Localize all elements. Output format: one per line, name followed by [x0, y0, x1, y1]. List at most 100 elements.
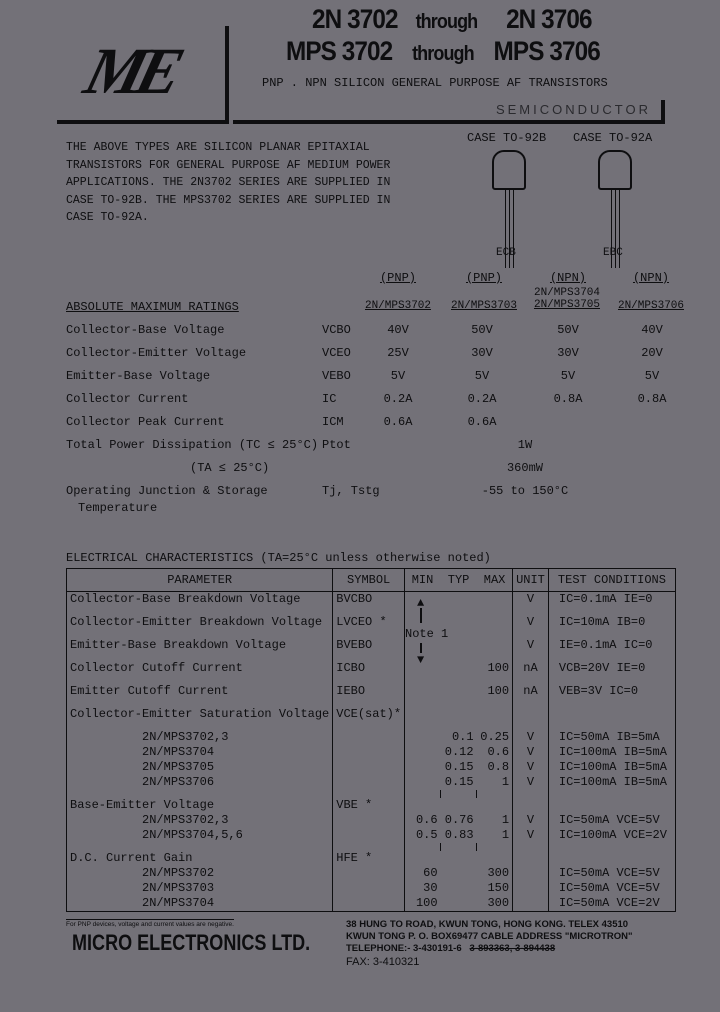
parameter-cell: 2N/MPS3702 [65, 866, 334, 881]
max-cell: 300 [476, 866, 514, 881]
symbol-cell [332, 866, 406, 881]
rating-name: Collector Peak Current [66, 415, 225, 429]
table-row: 2N/MPS3704,5,6 0.5 0.83 1 V IC=100mA VCE=2V [65, 828, 677, 843]
spacer-cell [440, 843, 478, 851]
rating-name: (TA ≤ 25°C) [190, 461, 270, 475]
min-cell [404, 591, 441, 615]
intro-line: TRANSISTORS FOR GENERAL PURPOSE AF MEDIU… [66, 158, 391, 172]
typ-cell [440, 896, 477, 912]
header-max: MAX [483, 573, 506, 587]
min-cell [404, 615, 441, 638]
symbol-cell [332, 730, 406, 745]
max-cell: 100 [476, 684, 514, 707]
min-cell [404, 760, 441, 775]
header-cell: TEST CONDITIONS [547, 568, 677, 592]
typ-cell [441, 592, 477, 616]
spacer-row [65, 790, 677, 798]
min-cell [404, 684, 441, 707]
to92b-package-icon [491, 150, 527, 268]
test-conditions-cell: IE=0.1mA IC=0 [547, 638, 677, 661]
table-row: 2N/MPS3704 100 300 IC=50mA VCE=2V [65, 896, 677, 912]
rating-value: 0.6A [383, 415, 413, 429]
typ-cell [441, 707, 477, 730]
company-logo: ME [57, 26, 229, 124]
company-name: MICRO ELECTRONICS LTD. [72, 930, 311, 955]
max-cell [476, 591, 514, 615]
parameter-cell: 2N/MPS3706 [65, 775, 334, 790]
typ-cell [441, 881, 477, 896]
rating-symbol: VEBO [322, 369, 351, 383]
symbol-cell [332, 881, 406, 896]
spacer-cell [547, 790, 677, 798]
min-cell [404, 638, 441, 661]
section-title: ELECTRICAL CHARACTERISTICS (TA=25°C unle… [66, 551, 491, 565]
rating-value: 0.2A [467, 392, 497, 406]
rating-value: 30V [471, 346, 493, 360]
unit-cell: nA [512, 661, 549, 684]
header-min: MIN [411, 573, 434, 587]
test-conditions-cell: VEB=3V IC=0 [547, 684, 677, 707]
table-row: Emitter-Base Breakdown Voltage BVEBO V IE=0… [65, 638, 677, 661]
max-cell: 0.8 [476, 760, 514, 775]
rating-symbol: ICM [322, 415, 344, 429]
rating-value: 40V [641, 323, 663, 337]
min-cell [404, 851, 441, 866]
column-type: 2N/MPS3703 [450, 300, 517, 312]
rating-value: 40V [387, 323, 409, 337]
spacer-cell [404, 790, 442, 798]
rating-symbol: VCEO [322, 346, 351, 360]
typ-cell [441, 866, 477, 881]
column-polarity: (PNP) [379, 271, 416, 285]
section-title: ABSOLUTE MAXIMUM RATINGS [66, 300, 239, 314]
min-cell: 0.6 [404, 813, 441, 828]
arrow-shaft [420, 643, 422, 653]
spacer-cell [512, 790, 549, 798]
intro-line: CASE TO-92A. [66, 211, 149, 224]
min-cell [404, 745, 441, 760]
rating-symbol: IC [322, 392, 337, 406]
spacer-cell [440, 790, 478, 798]
test-conditions-cell: IC=100mA IB=5mA [547, 775, 677, 790]
max-cell: 1 [476, 775, 514, 790]
max-cell: 100 [476, 661, 514, 684]
title-part: MPS 3702 [286, 36, 393, 66]
test-conditions-cell: IC=100mA IB=5mA [547, 760, 677, 775]
intro-text: THE ABOVE TYPES ARE SILICON PLANAR EPITA… [66, 139, 390, 227]
header-cell: MIN TYP MAX [404, 568, 514, 592]
title-line-1: 2N 3702 through 2N 3706 [312, 4, 593, 35]
header-cell: SYMBOL [332, 568, 406, 592]
test-conditions-cell [547, 798, 677, 813]
max-cell: 1 [476, 828, 514, 843]
unit-cell: V [512, 775, 549, 790]
typ-cell: 0.12 [444, 745, 474, 759]
rating-value: 20V [641, 346, 663, 360]
symbol-cell: HFE * [332, 851, 406, 866]
unit-cell: V [512, 813, 549, 828]
rating-name: Total Power Dissipation (TC ≤ 25°C) [66, 438, 319, 452]
min-cell: 0.5 [404, 828, 441, 843]
test-conditions-cell: IC=100mA IB=5mA [547, 745, 677, 760]
parameter-cell: 2N/MPS3704,5,6 [65, 828, 334, 843]
parameter-cell: Collector Cutoff Current [65, 661, 334, 684]
header-cell: UNIT [512, 568, 549, 592]
rating-value: 0.2A [383, 392, 413, 406]
typ-cell [441, 798, 477, 813]
rating-value: 50V [557, 323, 579, 337]
typ-cell: 0.1 [451, 730, 474, 744]
parameter-cell: Emitter Cutoff Current [65, 684, 334, 707]
column-type: 2N/MPS3706 [617, 300, 684, 312]
unit-cell [512, 896, 549, 912]
parameter-cell: Collector-Base Breakdown Voltage [65, 591, 334, 615]
rating-name: Operating Junction & Storage [66, 484, 268, 498]
rating-symbol: Ptot [322, 438, 351, 452]
parameter-cell: 2N/MPS3703 [65, 881, 334, 896]
intro-line: CASE TO-92B. THE MPS3702 SERIES ARE SUPP… [66, 193, 391, 207]
spacer-cell [65, 790, 334, 798]
symbol-cell: ICBO [332, 661, 406, 684]
min-cell [404, 798, 441, 813]
typ-cell [441, 661, 477, 684]
test-conditions-cell: IC=100mA VCE=2V [547, 828, 677, 843]
unit-cell: V [512, 591, 549, 615]
spacer-cell [512, 843, 549, 851]
unit-cell: V [512, 730, 549, 745]
